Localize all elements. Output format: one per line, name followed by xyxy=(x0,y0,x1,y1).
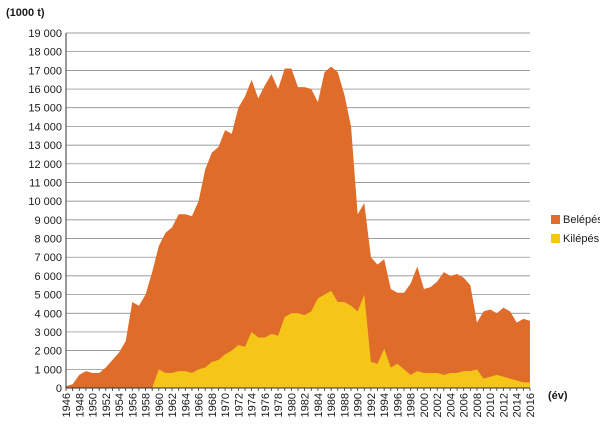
x-tick-label: 2012 xyxy=(498,393,510,417)
y-tick-label: 11 000 xyxy=(29,177,62,189)
x-tick-label: 1972 xyxy=(233,393,245,417)
y-tick-label: 17 000 xyxy=(28,65,62,77)
x-tick-label: 1958 xyxy=(141,393,153,417)
x-tick-label: 1996 xyxy=(392,393,404,417)
x-tick-label: 1982 xyxy=(300,393,312,417)
x-tick-label: 2014 xyxy=(512,393,524,417)
x-tick-label: 1954 xyxy=(114,393,126,417)
legend-label: Kilépés xyxy=(563,233,600,245)
y-tick-label: 9 000 xyxy=(34,215,62,227)
y-tick-label: 2 000 xyxy=(34,346,62,358)
x-tick-label: 1976 xyxy=(260,393,272,417)
x-tick-label: 1984 xyxy=(313,393,325,417)
y-tick-label: 10 000 xyxy=(28,196,62,208)
y-tick-label: 16 000 xyxy=(28,84,62,96)
x-tick-label: 1986 xyxy=(326,393,338,417)
x-axis-unit-label: (év) xyxy=(548,390,568,402)
x-tick-label: 2008 xyxy=(472,393,484,417)
y-tick-label: 19 000 xyxy=(28,28,62,40)
y-tick-label: 13 000 xyxy=(28,140,62,152)
plot-areas xyxy=(66,66,530,388)
y-tick-label: 12 000 xyxy=(28,159,62,171)
y-tick-label: 15 000 xyxy=(28,103,62,115)
y-tick-label: 7 000 xyxy=(34,252,62,264)
y-axis-unit-label: (1000 t) xyxy=(6,7,45,19)
y-tick-label: 0 xyxy=(56,383,62,395)
x-tick-label: 2010 xyxy=(485,393,497,417)
legend-swatch xyxy=(551,234,560,243)
x-tick-label: 1946 xyxy=(61,393,73,417)
x-tick-label: 2000 xyxy=(419,393,431,417)
x-tick-label: 1970 xyxy=(220,393,232,417)
x-tick-label: 1968 xyxy=(207,393,219,417)
x-tick-label: 1978 xyxy=(273,393,285,417)
y-tick-label: 3 000 xyxy=(34,327,62,339)
x-tick-label: 1980 xyxy=(286,393,298,417)
legend-label: Belépés xyxy=(563,214,600,226)
x-tick-label: 1950 xyxy=(88,393,100,417)
axes xyxy=(65,33,531,391)
series-area-2 xyxy=(66,290,530,388)
x-tick-label: 1952 xyxy=(101,393,113,417)
y-tick-label: 14 000 xyxy=(28,121,62,133)
series-area-1 xyxy=(66,66,530,388)
x-tick-label: 1966 xyxy=(194,393,206,417)
x-tick-label: 1990 xyxy=(353,393,365,417)
x-tick-label: 1960 xyxy=(154,393,166,417)
y-tick-label: 1 000 xyxy=(34,364,62,376)
x-tick-labels: 1946 1948 1950 1952 1954 1956 1958 1960 1962 1964… xyxy=(61,393,537,417)
x-tick-label: 1956 xyxy=(127,393,139,417)
x-tick-label: 1998 xyxy=(406,393,418,417)
y-tick-label: 5 000 xyxy=(34,290,62,302)
x-tick-label: 1974 xyxy=(247,393,259,417)
legend: Belépés Kilépés xyxy=(551,214,600,245)
x-tick-label: 1948 xyxy=(74,393,86,417)
x-tick-label: 2004 xyxy=(445,393,457,417)
x-tick-label: 1964 xyxy=(180,393,192,417)
y-tick-label: 6 000 xyxy=(34,271,62,283)
x-tick-label: 1992 xyxy=(366,393,378,417)
x-tick-label: 2016 xyxy=(525,393,537,417)
y-tick-label: 4 000 xyxy=(34,308,62,320)
y-tick-label: 8 000 xyxy=(34,234,62,246)
x-tick-label: 2002 xyxy=(432,393,444,417)
y-tick-label: 18 000 xyxy=(28,47,62,59)
x-tick-label: 1962 xyxy=(167,393,179,417)
x-tick-label: 1988 xyxy=(339,393,351,417)
x-tick-label: 1994 xyxy=(379,393,391,417)
x-tick-label: 2006 xyxy=(459,393,471,417)
y-tick-labels: 0 1 000 2 000 3 000 4 000 5 000 6 000 7 000 8 00… xyxy=(28,28,62,395)
legend-swatch xyxy=(551,215,560,224)
